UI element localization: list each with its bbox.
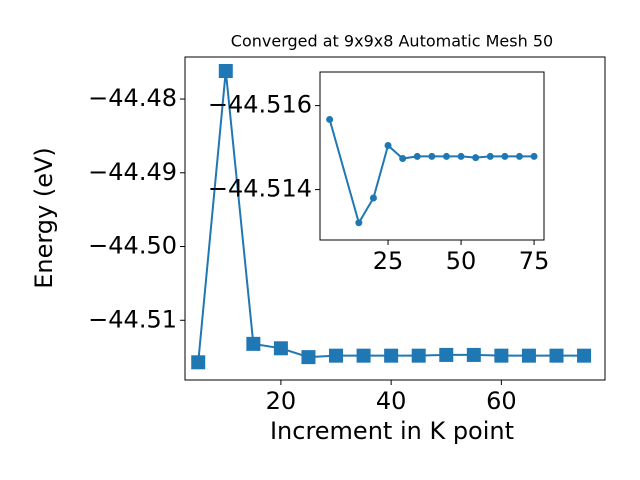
- chart-title: Converged at 9x9x8 Automatic Mesh 50: [231, 32, 553, 51]
- marker: [369, 194, 377, 202]
- marker: [384, 348, 399, 363]
- marker: [329, 348, 344, 363]
- marker: [549, 348, 564, 363]
- y-tick-label: −44.48: [88, 84, 177, 112]
- axes-frame: [319, 71, 545, 241]
- marker: [457, 152, 465, 160]
- x-tick-label: 60: [486, 387, 517, 415]
- y-tick-label: −44.49: [88, 158, 177, 186]
- axes-frame: [184, 56, 606, 381]
- marker: [494, 348, 509, 363]
- marker: [411, 348, 426, 363]
- marker: [399, 155, 407, 163]
- marker: [273, 341, 288, 356]
- marker: [428, 152, 436, 160]
- marker: [442, 152, 450, 160]
- marker: [356, 348, 371, 363]
- y-tick-label: −44.51: [88, 305, 177, 333]
- marker: [577, 348, 592, 363]
- marker: [472, 154, 480, 162]
- marker: [466, 347, 481, 362]
- marker: [326, 115, 334, 123]
- marker: [501, 152, 509, 160]
- marker: [355, 219, 363, 227]
- y-tick-label: −44.50: [88, 232, 177, 260]
- x-tick-label: 20: [266, 387, 297, 415]
- marker: [191, 355, 206, 370]
- marker: [515, 152, 523, 160]
- marker: [218, 64, 233, 79]
- y-tick-label: −44.514: [208, 175, 312, 203]
- marker: [413, 152, 421, 160]
- y-tick-label: −44.516: [208, 91, 312, 119]
- marker: [486, 152, 494, 160]
- x-tick-label: 40: [376, 387, 407, 415]
- x-tick-label: 50: [446, 247, 477, 275]
- marker: [301, 350, 316, 365]
- x-axis-label: Increment in K point: [270, 417, 514, 445]
- x-tick-label: 25: [373, 247, 404, 275]
- marker: [521, 348, 536, 363]
- marker: [384, 142, 392, 149]
- marker: [530, 152, 538, 160]
- y-axis-label: Energy (eV): [30, 147, 58, 289]
- marker: [439, 347, 454, 362]
- x-tick-label: 75: [519, 247, 550, 275]
- marker: [246, 336, 261, 351]
